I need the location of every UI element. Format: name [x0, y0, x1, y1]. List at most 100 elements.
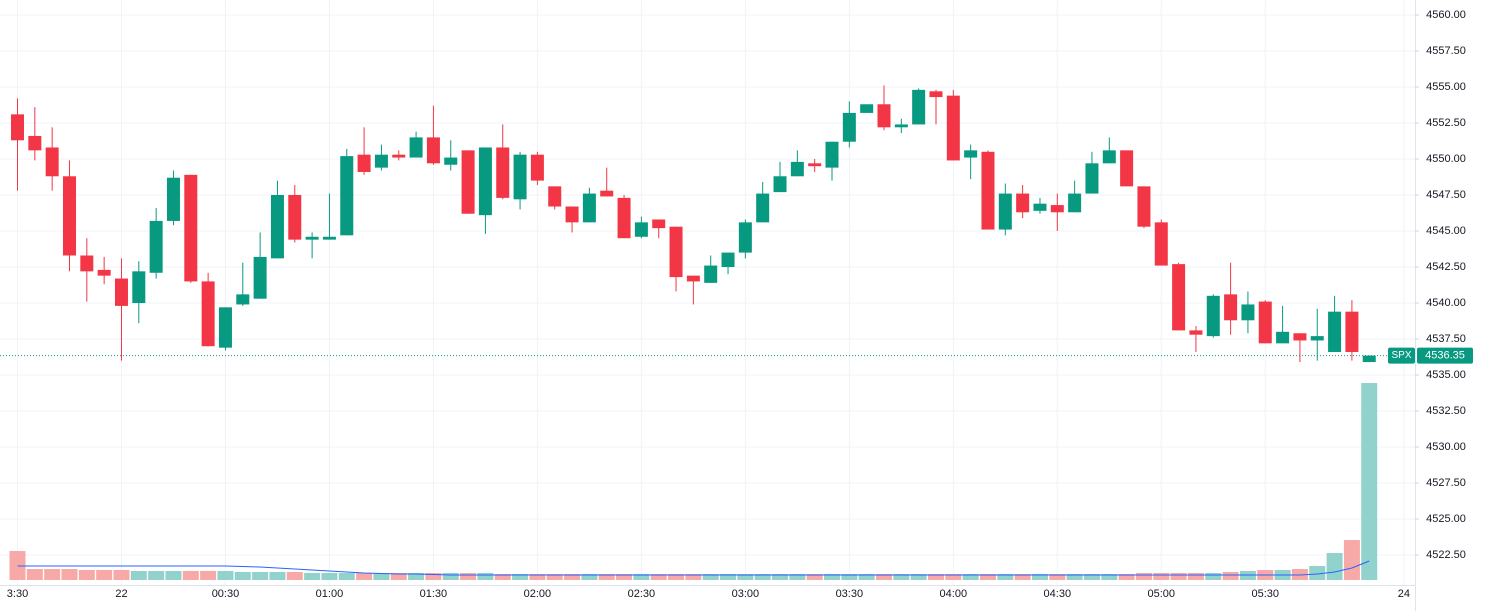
- candle-body: [704, 265, 718, 283]
- volume-bar: [442, 573, 459, 580]
- volume-bar: [616, 574, 633, 580]
- volume-bar: [702, 574, 719, 580]
- candle-body: [634, 222, 648, 237]
- candle-body: [808, 163, 822, 167]
- y-tick-label: 4530.00: [1426, 441, 1466, 453]
- x-tick-label: 01:30: [420, 588, 448, 600]
- volume-bar: [824, 574, 841, 580]
- x-tick-label: 05:30: [1251, 588, 1279, 600]
- y-tick-label: 4535.00: [1426, 369, 1466, 381]
- candle-body: [201, 281, 215, 347]
- volume-bar: [165, 571, 182, 580]
- candle-body: [912, 89, 926, 125]
- y-tick-label: 4550.00: [1426, 153, 1466, 165]
- x-tick-label: 01:00: [316, 588, 344, 600]
- candle-body: [45, 147, 59, 177]
- candle-body: [114, 278, 128, 306]
- volume-bar: [252, 572, 269, 580]
- candle-body: [322, 236, 336, 240]
- volume-bar: [1031, 574, 1048, 580]
- candle-body: [1016, 193, 1030, 213]
- volume-bar: [477, 573, 494, 580]
- candle-body: [1293, 333, 1307, 341]
- price-tag: [1417, 347, 1473, 364]
- volume-bar: [1049, 574, 1066, 580]
- volume-bar: [927, 574, 944, 580]
- candle-body: [1189, 330, 1203, 335]
- volume-bar: [494, 574, 511, 580]
- candle-body: [340, 156, 354, 236]
- volume-bar: [1361, 383, 1378, 580]
- volume-bar: [668, 574, 685, 580]
- volume-bar: [772, 574, 789, 580]
- candle-body: [1102, 150, 1116, 164]
- volume-bar: [754, 574, 771, 580]
- volume-bar: [685, 574, 702, 580]
- volume-bar: [130, 571, 147, 580]
- symbol-tag: [1388, 347, 1415, 364]
- candle-body: [461, 150, 475, 214]
- candle-body: [218, 307, 232, 348]
- candle-body: [877, 104, 891, 128]
- volume-bar: [234, 572, 251, 580]
- volume-bar: [217, 571, 234, 580]
- y-tick-label: 4537.50: [1426, 333, 1466, 345]
- candle-body: [1362, 355, 1376, 363]
- x-tick-label: 24: [1398, 588, 1410, 600]
- volume-bar: [650, 574, 667, 580]
- candle-body: [790, 161, 804, 177]
- volume-bar: [1014, 574, 1031, 580]
- volume-bar: [286, 572, 303, 580]
- candle-body: [1328, 311, 1342, 352]
- volume-bar: [113, 570, 130, 580]
- y-tick-label: 4557.50: [1426, 45, 1466, 57]
- candle-body: [236, 294, 250, 305]
- volume-bar: [1326, 553, 1343, 580]
- volume-bar: [564, 574, 581, 580]
- candle-body: [738, 222, 752, 253]
- volume-bar: [460, 573, 477, 580]
- price-label: 4536.35: [1425, 349, 1465, 361]
- candle-body: [184, 174, 198, 282]
- x-tick-label: 00:30: [212, 588, 240, 600]
- y-tick-label: 4525.00: [1426, 513, 1466, 525]
- candle-body: [1068, 193, 1082, 213]
- volume-bar: [806, 574, 823, 580]
- candle-body: [288, 195, 302, 240]
- volume-bar: [1135, 573, 1152, 580]
- volume-bar: [1083, 574, 1100, 580]
- candle-body: [1224, 294, 1238, 321]
- x-tick-label: 04:30: [1044, 588, 1072, 600]
- candle-body: [1345, 311, 1359, 352]
- candle-body: [357, 154, 371, 172]
- y-tick-label: 4555.00: [1426, 81, 1466, 93]
- candle-body: [409, 137, 423, 158]
- volume-bar: [633, 574, 650, 580]
- candle-body: [652, 219, 666, 229]
- candle-body: [721, 252, 735, 268]
- x-tick-label: 22: [115, 588, 127, 600]
- volume-bar: [546, 574, 563, 580]
- y-tick-label: 4522.50: [1426, 549, 1466, 561]
- volume-bar: [338, 573, 355, 580]
- candle-body: [981, 151, 995, 230]
- y-tick-label: 4560.00: [1426, 9, 1466, 21]
- candle-body: [1172, 264, 1186, 331]
- volume-bar: [1066, 574, 1083, 580]
- volume-bar: [529, 574, 546, 580]
- volume-bar: [408, 573, 425, 580]
- candle-body: [1033, 203, 1047, 211]
- candle-body: [478, 147, 492, 216]
- volume-bar: [945, 574, 962, 580]
- volume-bar: [44, 569, 61, 580]
- candle-body: [392, 154, 406, 158]
- candle-body: [686, 275, 700, 282]
- candle-body: [964, 150, 978, 158]
- y-tick-label: 4545.00: [1426, 225, 1466, 237]
- x-tick-label: 03:30: [836, 588, 864, 600]
- volume-bar: [910, 574, 927, 580]
- volume-bar: [841, 574, 858, 580]
- y-tick-label: 4542.50: [1426, 261, 1466, 273]
